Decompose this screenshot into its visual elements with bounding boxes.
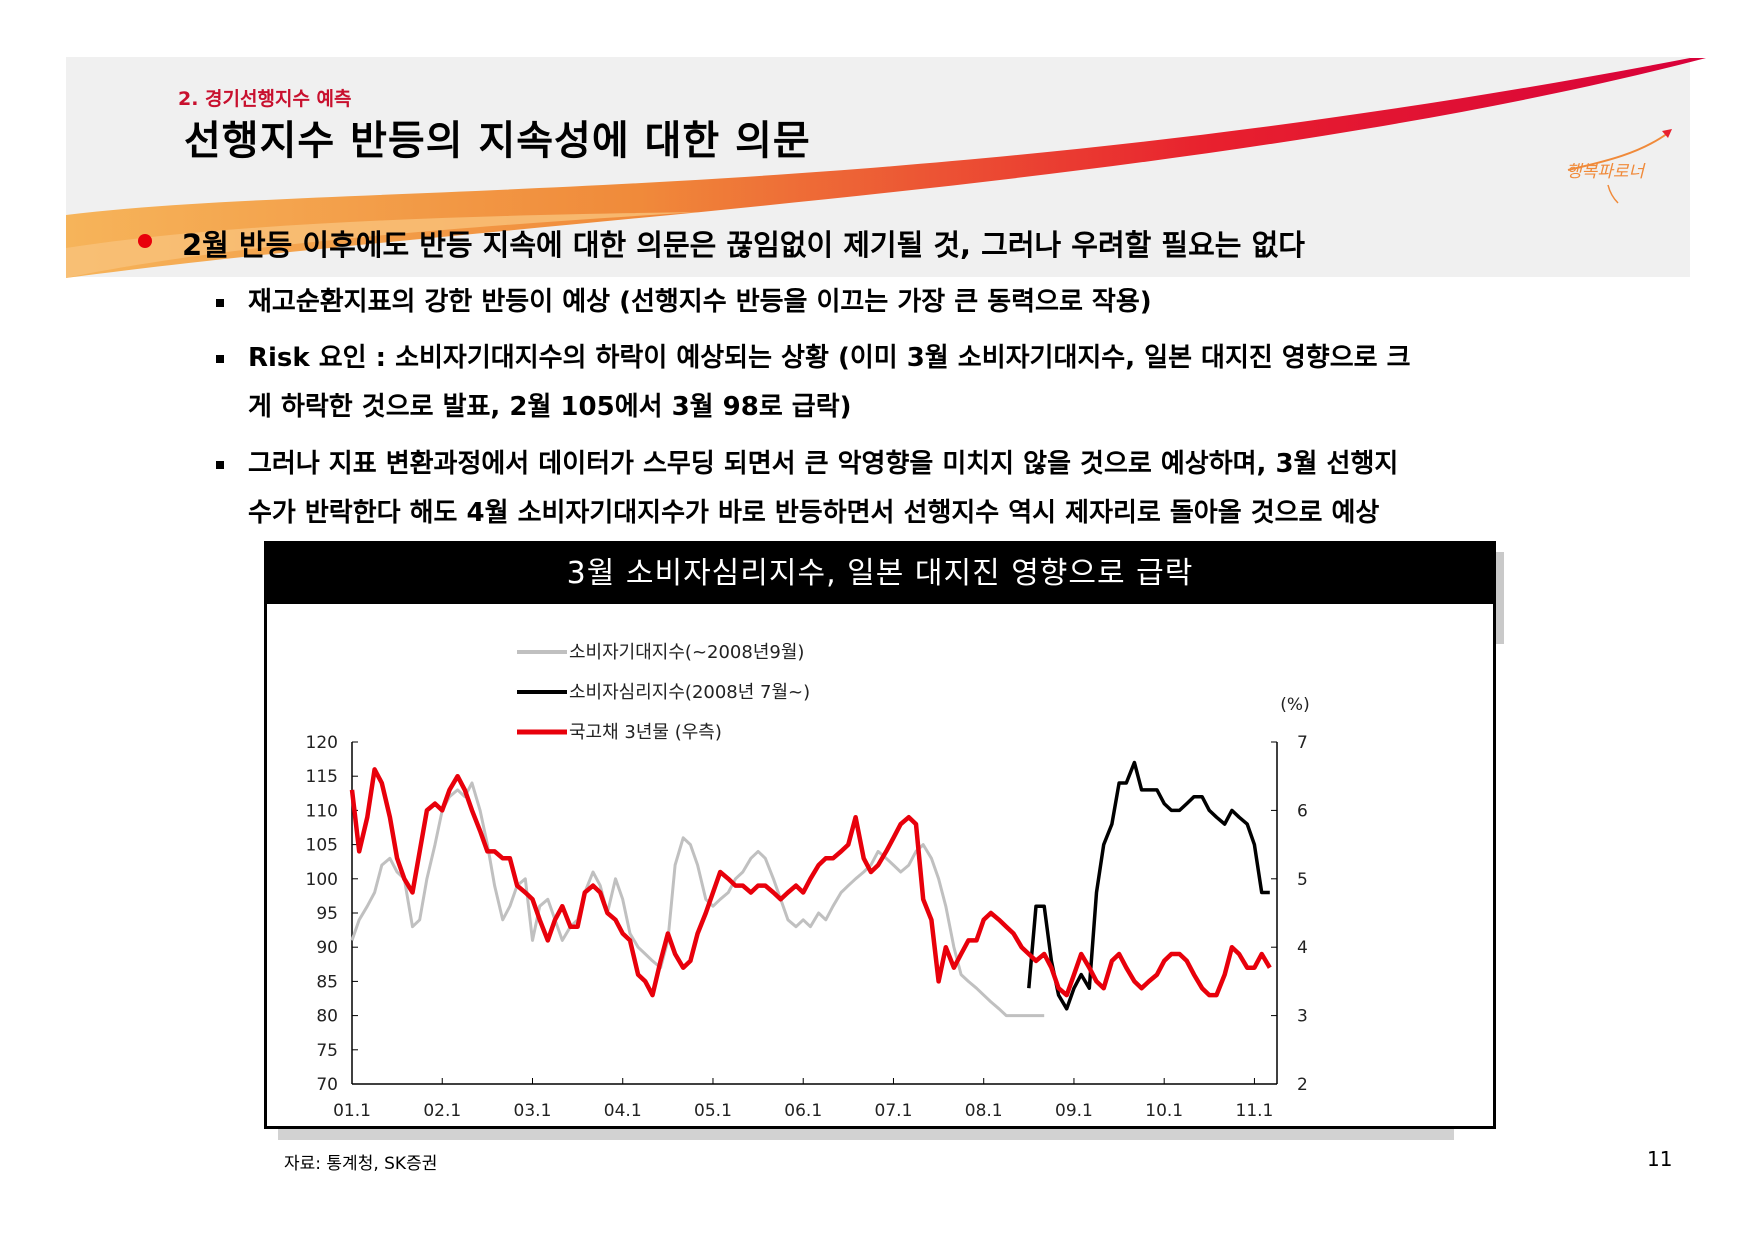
y2-tick-label: 3 — [1297, 1007, 1308, 1027]
x-tick-label: 04.1 — [604, 1101, 642, 1121]
x-tick-label: 03.1 — [514, 1101, 552, 1121]
y-tick-label: 90 — [316, 938, 338, 958]
y-tick-label: 85 — [316, 972, 338, 992]
y-tick-label: 75 — [316, 1041, 338, 1061]
sub-bullet-line: 수가 반락한다 해도 4월 소비자기대지수가 바로 반등하면서 선행지수 역시 … — [248, 498, 1380, 528]
bullet-dot — [138, 234, 152, 248]
x-tick-label: 09.1 — [1055, 1101, 1093, 1121]
x-tick-label: 06.1 — [784, 1101, 822, 1121]
header-banner — [66, 57, 1706, 278]
x-tick-label: 01.1 — [333, 1101, 371, 1121]
square-bullet-icon — [216, 355, 224, 363]
x-tick-label: 05.1 — [694, 1101, 732, 1121]
y-tick-label: 100 — [306, 870, 338, 890]
series-line-3 — [349, 767, 1272, 998]
y2-tick-label: 4 — [1297, 938, 1308, 958]
y-tick-label: 105 — [306, 836, 338, 856]
x-tick-label: 07.1 — [875, 1101, 913, 1121]
square-bullet-icon — [216, 461, 224, 469]
sub-bullet-line: 그러나 지표 변환과정에서 데이터가 스무딩 되면서 큰 악영향을 미치지 않을… — [248, 449, 1399, 479]
x-tick-label: 11.1 — [1236, 1101, 1274, 1121]
x-tick-label: 10.1 — [1145, 1101, 1183, 1121]
source-note: 자료: 통계청, SK증권 — [284, 1154, 438, 1174]
section-label: 2. 경기선행지수 예측 — [178, 88, 352, 110]
chart-panel: 3월 소비자심리지수, 일본 대지진 영향으로 급락 120 115 110 105 1… — [264, 541, 1496, 1129]
sub-bullet-line: Risk 요인 : 소비자기대지수의 하락이 예상되는 상황 (이미 3월 소비… — [248, 343, 1411, 373]
line-chart: 120 115 110 105 100 95 90 85 80 75 70 7 6 5 4 3 2 (%) 01.1… — [306, 642, 1310, 1121]
sub-bullet-line: 재고순환지표의 강한 반등이 예상 (선행지수 반등을 이끄는 가장 큰 동력으… — [248, 287, 1152, 317]
chart-shadow — [278, 1128, 1454, 1140]
legend-label: 국고채 3년물 (우측) — [569, 722, 722, 743]
y2-tick-label: 5 — [1297, 870, 1308, 890]
y-tick-label: 70 — [316, 1075, 338, 1095]
y2-unit-label: (%) — [1280, 695, 1309, 715]
y2-tick-label: 2 — [1297, 1075, 1308, 1095]
sub-bullet-line: 게 하락한 것으로 발표, 2월 105에서 3월 98로 급락) — [248, 392, 852, 422]
main-bullet-text: 2월 반등 이후에도 반등 지속에 대한 의문은 끊임없이 제기될 것, 그러나… — [182, 228, 1305, 262]
legend-label: 소비자기대지수(~2008년9월) — [569, 642, 804, 663]
svg-text:행복파로너: 행복파로너 — [1566, 162, 1647, 182]
y-tick-label: 95 — [316, 904, 338, 924]
series-line-2 — [1027, 760, 1270, 1011]
page-number: 11 — [1647, 1147, 1673, 1171]
y2-tick-label: 7 — [1297, 733, 1308, 753]
y2-tick-label: 6 — [1297, 801, 1308, 821]
x-tick-label: 02.1 — [423, 1101, 461, 1121]
y-tick-label: 120 — [306, 733, 338, 753]
chart-title: 3월 소비자심리지수, 일본 대지진 영향으로 급락 — [267, 544, 1493, 604]
brand-logo: 행복파로너 — [1566, 129, 1672, 204]
y-tick-label: 80 — [316, 1007, 338, 1027]
y-tick-label: 110 — [306, 801, 338, 821]
page-title: 선행지수 반등의 지속성에 대한 의문 — [184, 118, 811, 164]
square-bullet-icon — [216, 299, 224, 307]
x-tick-label: 08.1 — [965, 1101, 1003, 1121]
legend-label: 소비자심리지수(2008년 7월~) — [569, 682, 810, 703]
y-tick-label: 115 — [306, 767, 338, 787]
